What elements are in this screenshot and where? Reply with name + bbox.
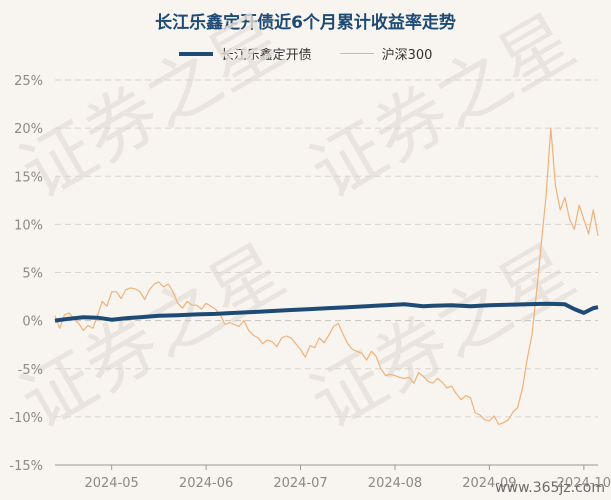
y-tick-label: 0% <box>22 315 43 330</box>
y-tick-label: 5% <box>22 267 43 282</box>
x-tick-label: 2024-07 <box>273 476 327 491</box>
x-tick-label: 2024-06 <box>179 476 233 491</box>
y-tick-label: 15% <box>14 170 43 185</box>
y-tick-label: -10% <box>9 411 43 426</box>
series-line-fund <box>54 301 599 323</box>
series-group <box>54 127 599 426</box>
y-tick-label: 10% <box>14 218 43 233</box>
watermark-text: 证券之星 <box>297 0 588 215</box>
x-tick-label: 2024-08 <box>368 476 422 491</box>
legend-item-fund[interactable]: 长江乐鑫定开债 <box>178 44 312 63</box>
legend-label-index: 沪深300 <box>381 48 433 63</box>
x-axis: 2024-05 2024-06 2024-07 2024-08 2024-09 2024-… <box>55 464 611 491</box>
y-tick-label: 20% <box>14 122 43 137</box>
watermark-text: 证券之星 <box>297 228 588 445</box>
watermark-text: 证券之星 <box>7 228 298 445</box>
y-tick-label: 25% <box>14 74 43 89</box>
y-tick-label: -15% <box>9 459 43 474</box>
legend-swatch-fund <box>178 51 213 56</box>
legend-item-index[interactable]: 沪深300 <box>339 44 433 63</box>
chart-legend: 长江乐鑫定开债 沪深300 <box>0 44 611 63</box>
chart-title: 长江乐鑫定开债近6个月累计收益率走势 <box>155 13 456 33</box>
y-axis: 25% 20% 15% 10% 5% 0% -5% -10% -15% <box>9 74 43 474</box>
x-tick-label: 2024-10 <box>557 476 611 491</box>
x-tick-label: 2024-09 <box>462 476 516 491</box>
watermark-url: www.365jz.com <box>495 480 605 496</box>
legend-swatch-index <box>339 53 374 54</box>
legend-label-fund: 长江乐鑫定开债 <box>220 48 312 63</box>
watermark-text: 证券之星 <box>7 0 298 215</box>
y-tick-label: -5% <box>18 363 43 378</box>
series-line-index <box>54 127 599 426</box>
x-tick-label: 2024-05 <box>84 476 138 491</box>
